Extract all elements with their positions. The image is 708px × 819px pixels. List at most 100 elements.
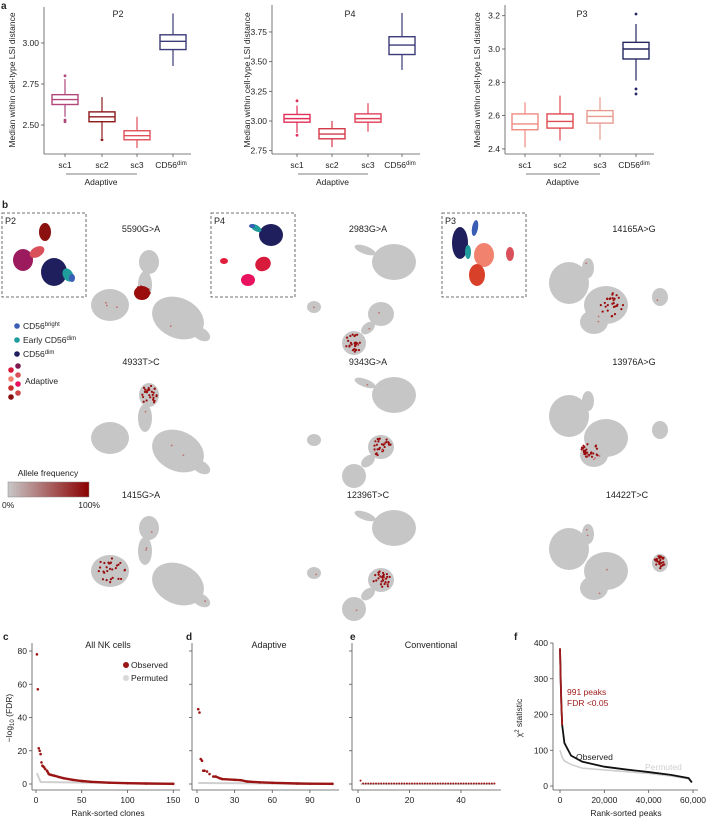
umap-cell-cloud bbox=[138, 537, 152, 565]
cluster-blob bbox=[469, 264, 485, 286]
mutant-cell-dot bbox=[140, 295, 143, 298]
low-af-cell-dot bbox=[586, 534, 589, 537]
cluster-blob bbox=[29, 246, 45, 258]
mutant-cell-dot bbox=[581, 447, 584, 450]
umap-cell-cloud bbox=[361, 321, 375, 335]
observed-point bbox=[45, 769, 49, 772]
cluster-blob bbox=[452, 227, 468, 259]
legend-permuted-label: Permuted bbox=[131, 673, 168, 683]
category-label: sc3 bbox=[593, 160, 607, 170]
mutant-cell-dot bbox=[356, 333, 359, 336]
low-af-cell-dot bbox=[598, 592, 601, 595]
outlier-point bbox=[63, 74, 67, 78]
mutant-cell-dot bbox=[375, 579, 378, 582]
ylabel-sub: 10 bbox=[10, 719, 16, 726]
box-cd56dim bbox=[388, 12, 416, 157]
mutant-cell-dot bbox=[659, 565, 663, 568]
scatter-panel-d: 0 30 60 90 Adaptive bbox=[189, 640, 339, 805]
x-tick-label: 30 bbox=[230, 795, 240, 805]
mutant-cell-dot bbox=[656, 560, 659, 563]
observed-point bbox=[35, 653, 39, 656]
low-af-cell-dot bbox=[204, 600, 207, 602]
mutant-cell-dot bbox=[106, 569, 109, 573]
mutant-cell-dot bbox=[387, 443, 391, 446]
mutant-cell-dot bbox=[152, 398, 155, 401]
permuted-curve-label: Permuted bbox=[645, 762, 682, 772]
umap-cell-cloud bbox=[652, 288, 668, 306]
mutant-cell-dot bbox=[144, 293, 148, 296]
mutant-cell-dot bbox=[382, 571, 385, 575]
observed-point bbox=[431, 782, 434, 785]
mutant-cell-dot bbox=[381, 579, 385, 582]
inset-p4: P4 bbox=[210, 212, 296, 298]
cd56-base: CD56 bbox=[618, 160, 640, 170]
mutant-cell-dot bbox=[144, 388, 147, 391]
box-sc3 bbox=[586, 97, 614, 157]
colorbar-max-label: 100% bbox=[78, 500, 100, 510]
low-af-cell-dot bbox=[585, 262, 588, 265]
umap-5590g-a: 5590G>A bbox=[91, 224, 211, 342]
legend-sup: bright bbox=[45, 322, 60, 328]
legend-base: CD56 bbox=[23, 349, 45, 359]
mutant-cell-dot bbox=[142, 386, 146, 389]
box-sc1 bbox=[511, 102, 539, 157]
mutant-cell-dot bbox=[97, 570, 100, 573]
mutant-cell-dot bbox=[595, 447, 599, 450]
observed-point bbox=[38, 749, 41, 753]
observed-point bbox=[408, 782, 411, 785]
mutant-cell-dot bbox=[659, 558, 662, 562]
observed-point bbox=[331, 782, 334, 786]
mutant-cell-dot bbox=[377, 440, 380, 443]
mutant-cell-dot bbox=[620, 307, 623, 311]
mutant-cell-dot bbox=[145, 399, 148, 402]
mutant-cell-dot bbox=[114, 567, 117, 570]
box-cd56dim bbox=[159, 13, 187, 157]
category-label-cd56dim: CD56dim bbox=[155, 160, 186, 170]
umap-cell-cloud bbox=[549, 395, 589, 437]
mutant-cell-dot bbox=[146, 389, 149, 392]
low-af-cell-dot bbox=[383, 441, 386, 444]
y-tick-label: 0 bbox=[22, 779, 27, 789]
observed-point bbox=[296, 782, 299, 785]
observed-point bbox=[462, 782, 465, 785]
observed-point bbox=[375, 782, 378, 785]
adaptive-legend-swatch bbox=[8, 394, 14, 400]
ylabel-rest: (FDR) bbox=[4, 694, 14, 720]
mutant-cell-dot bbox=[378, 446, 381, 449]
y-tick-label: 300 bbox=[534, 674, 548, 684]
low-af-cell-dot bbox=[592, 458, 595, 461]
mutant-cell-dot bbox=[142, 291, 145, 294]
observed-point bbox=[403, 782, 406, 785]
mutant-cell-dot bbox=[354, 344, 357, 347]
cd56-sup: dim bbox=[406, 161, 416, 167]
panel-letter-a: a bbox=[1, 1, 7, 12]
umap-cell-cloud bbox=[138, 404, 152, 432]
observed-point bbox=[214, 775, 218, 778]
scatter-panel-c: 0 20 40 60 80 0 50 100 150 All NK cells Rank-sorte… bbox=[4, 640, 181, 818]
inset-dashed-frame bbox=[210, 212, 296, 298]
observed-point bbox=[220, 777, 224, 781]
umap-cell-cloud bbox=[307, 434, 321, 446]
mutant-cell-dot bbox=[599, 304, 602, 307]
observed-point bbox=[212, 775, 215, 778]
observed-point bbox=[377, 782, 380, 785]
mutant-cell-dot bbox=[357, 348, 361, 352]
mutant-cell-dot bbox=[137, 293, 141, 296]
legend-observed-label: Observed bbox=[131, 660, 168, 670]
legend-base: CD56 bbox=[23, 321, 45, 331]
mutant-cell-dot bbox=[143, 288, 146, 291]
observed-point bbox=[393, 782, 396, 785]
low-af-cell-dot bbox=[598, 455, 601, 457]
legend-label: Early CD56dim bbox=[23, 335, 76, 345]
y-tick-label: 3.75 bbox=[250, 27, 267, 37]
observed-point bbox=[40, 761, 43, 764]
low-af-cell-dot bbox=[105, 304, 108, 307]
legend-label: CD56dim bbox=[23, 349, 54, 359]
mutant-cell-dot bbox=[383, 445, 386, 449]
y-tick-label: 3.2 bbox=[488, 11, 500, 21]
observed-point bbox=[426, 782, 429, 785]
mutant-cell-dot bbox=[351, 349, 355, 352]
category-label: sc3 bbox=[361, 160, 375, 170]
